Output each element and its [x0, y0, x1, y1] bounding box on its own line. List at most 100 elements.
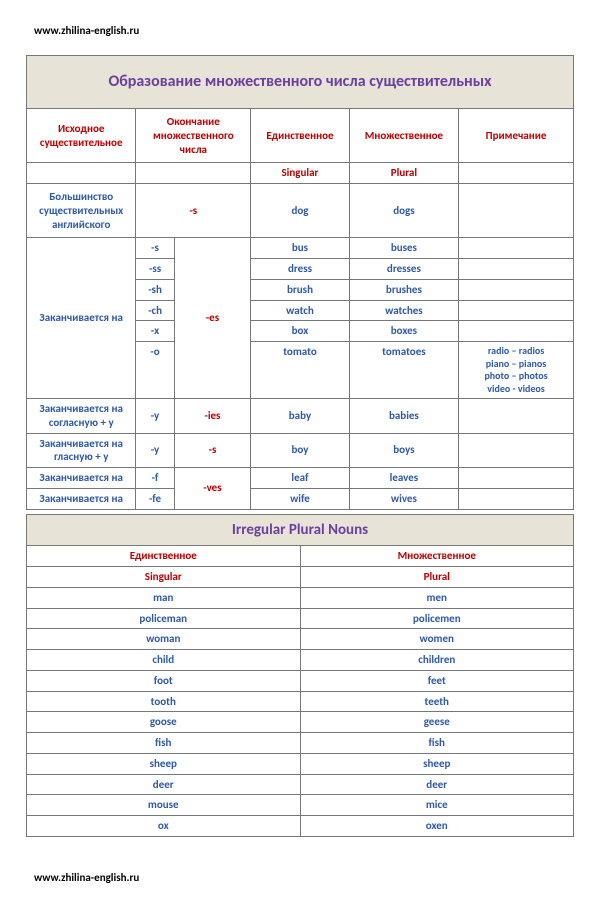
- example-pl: watches: [349, 300, 458, 321]
- suffix: -x: [136, 321, 174, 342]
- main-title: Образование множественного числа существ…: [27, 56, 574, 109]
- example-sg: boy: [251, 433, 349, 468]
- irr-plural: oxen: [300, 816, 574, 837]
- site-url-top: www.zhilina-english.ru: [34, 24, 600, 37]
- suffix: -sh: [136, 279, 174, 300]
- irr-singular: goose: [27, 712, 301, 733]
- irr-plural: teeth: [300, 691, 574, 712]
- rule-label: Заканчивается на согласную + y: [27, 399, 136, 434]
- rule-label: Заканчивается на: [27, 488, 136, 509]
- irr-singular: tooth: [27, 691, 301, 712]
- table-row: goosegeese: [27, 712, 574, 733]
- rule-ending: -s: [174, 433, 251, 468]
- note-cell: [459, 184, 574, 238]
- irr-plural: sheep: [300, 753, 574, 774]
- note-cell: [459, 488, 574, 509]
- regular-plurals-table: Образование множественного числа существ…: [26, 55, 574, 510]
- example-pl: boxes: [349, 321, 458, 342]
- hdr-ending: Окончание множественного числа: [136, 109, 251, 163]
- table-row: toothteeth: [27, 691, 574, 712]
- table-row: sheepsheep: [27, 753, 574, 774]
- table-row: Заканчивается на -s -es bus buses: [27, 238, 574, 259]
- irr-singular: ox: [27, 816, 301, 837]
- irr-header-en: Singular Plural: [27, 567, 574, 588]
- hdr-source: Исходное существительное: [27, 109, 136, 163]
- example-pl: leaves: [349, 468, 458, 489]
- irr-singular: policeman: [27, 608, 301, 629]
- note-cell: [459, 279, 574, 300]
- suffix: -y: [136, 399, 174, 434]
- irr-singular: woman: [27, 629, 301, 650]
- table-row: Заканчивается на -f -ves leaf leaves: [27, 468, 574, 489]
- hdr-plural-en: Plural: [349, 163, 458, 184]
- note-cell: [459, 321, 574, 342]
- irr-singular: sheep: [27, 753, 301, 774]
- example-sg: baby: [251, 399, 349, 434]
- hdr-singular-en: Singular: [27, 567, 301, 588]
- example-pl: dogs: [349, 184, 458, 238]
- table-row: manmen: [27, 587, 574, 608]
- hdr-plural-ru: Множественное: [349, 109, 458, 163]
- irr-plural: men: [300, 587, 574, 608]
- table-row: fishfish: [27, 733, 574, 754]
- hdr-plural-en: Plural: [300, 567, 574, 588]
- note-cell: [459, 433, 574, 468]
- rule-label: Заканчивается на гласную + y: [27, 433, 136, 468]
- suffix: -y: [136, 433, 174, 468]
- table-row: policemanpolicemen: [27, 608, 574, 629]
- rule-label: Заканчивается на: [27, 468, 136, 489]
- irr-plural: deer: [300, 774, 574, 795]
- irr-singular: fish: [27, 733, 301, 754]
- irr-singular: child: [27, 650, 301, 671]
- suffix: -fe: [136, 488, 174, 509]
- hdr-singular-en: Singular: [251, 163, 349, 184]
- example-sg: tomato: [251, 342, 349, 399]
- table-row: Большинство существительных английского …: [27, 184, 574, 238]
- table-row: Заканчивается на гласную + y -y -s boy b…: [27, 433, 574, 468]
- note-cell: [459, 300, 574, 321]
- note-cell: radio – radios piano – pianos photo – ph…: [459, 342, 574, 399]
- tables-container: Образование множественного числа существ…: [26, 55, 574, 837]
- table-row: deerdeer: [27, 774, 574, 795]
- note-cell: [459, 238, 574, 259]
- irr-header-ru: Единственное Множественное: [27, 546, 574, 567]
- hdr-singular-ru: Единственное: [251, 109, 349, 163]
- note-cell: [459, 259, 574, 280]
- irr-singular: man: [27, 587, 301, 608]
- example-pl: brushes: [349, 279, 458, 300]
- example-sg: watch: [251, 300, 349, 321]
- cell-empty: [459, 163, 574, 184]
- example-sg: brush: [251, 279, 349, 300]
- irr-title-row: Irregular Plural Nouns: [27, 514, 574, 546]
- irr-plural: feet: [300, 670, 574, 691]
- example-pl: boys: [349, 433, 458, 468]
- rule-ending: -ies: [174, 399, 251, 434]
- irr-title: Irregular Plural Nouns: [27, 514, 574, 546]
- example-sg: dog: [251, 184, 349, 238]
- irr-plural: mice: [300, 795, 574, 816]
- example-pl: wives: [349, 488, 458, 509]
- suffix: -s: [136, 238, 174, 259]
- note-cell: [459, 399, 574, 434]
- header-row-en: Singular Plural: [27, 163, 574, 184]
- example-sg: bus: [251, 238, 349, 259]
- suffix: -ss: [136, 259, 174, 280]
- cell-empty: [136, 163, 251, 184]
- suffix: -f: [136, 468, 174, 489]
- example-sg: dress: [251, 259, 349, 280]
- note-line: radio – radios: [463, 345, 569, 358]
- irr-plural: children: [300, 650, 574, 671]
- hdr-plural-ru: Множественное: [300, 546, 574, 567]
- irr-plural: geese: [300, 712, 574, 733]
- table-row: oxoxen: [27, 816, 574, 837]
- rule-ending: -ves: [174, 468, 251, 510]
- hdr-note: Примечание: [459, 109, 574, 163]
- table-row: Заканчивается на -fe wife wives: [27, 488, 574, 509]
- header-row-ru: Исходное существительное Окончание множе…: [27, 109, 574, 163]
- rule-ending: -s: [136, 184, 251, 238]
- example-sg: box: [251, 321, 349, 342]
- example-pl: tomatoes: [349, 342, 458, 399]
- suffix: -o: [136, 342, 174, 399]
- site-url-bottom: www.zhilina-english.ru: [34, 871, 600, 884]
- example-pl: babies: [349, 399, 458, 434]
